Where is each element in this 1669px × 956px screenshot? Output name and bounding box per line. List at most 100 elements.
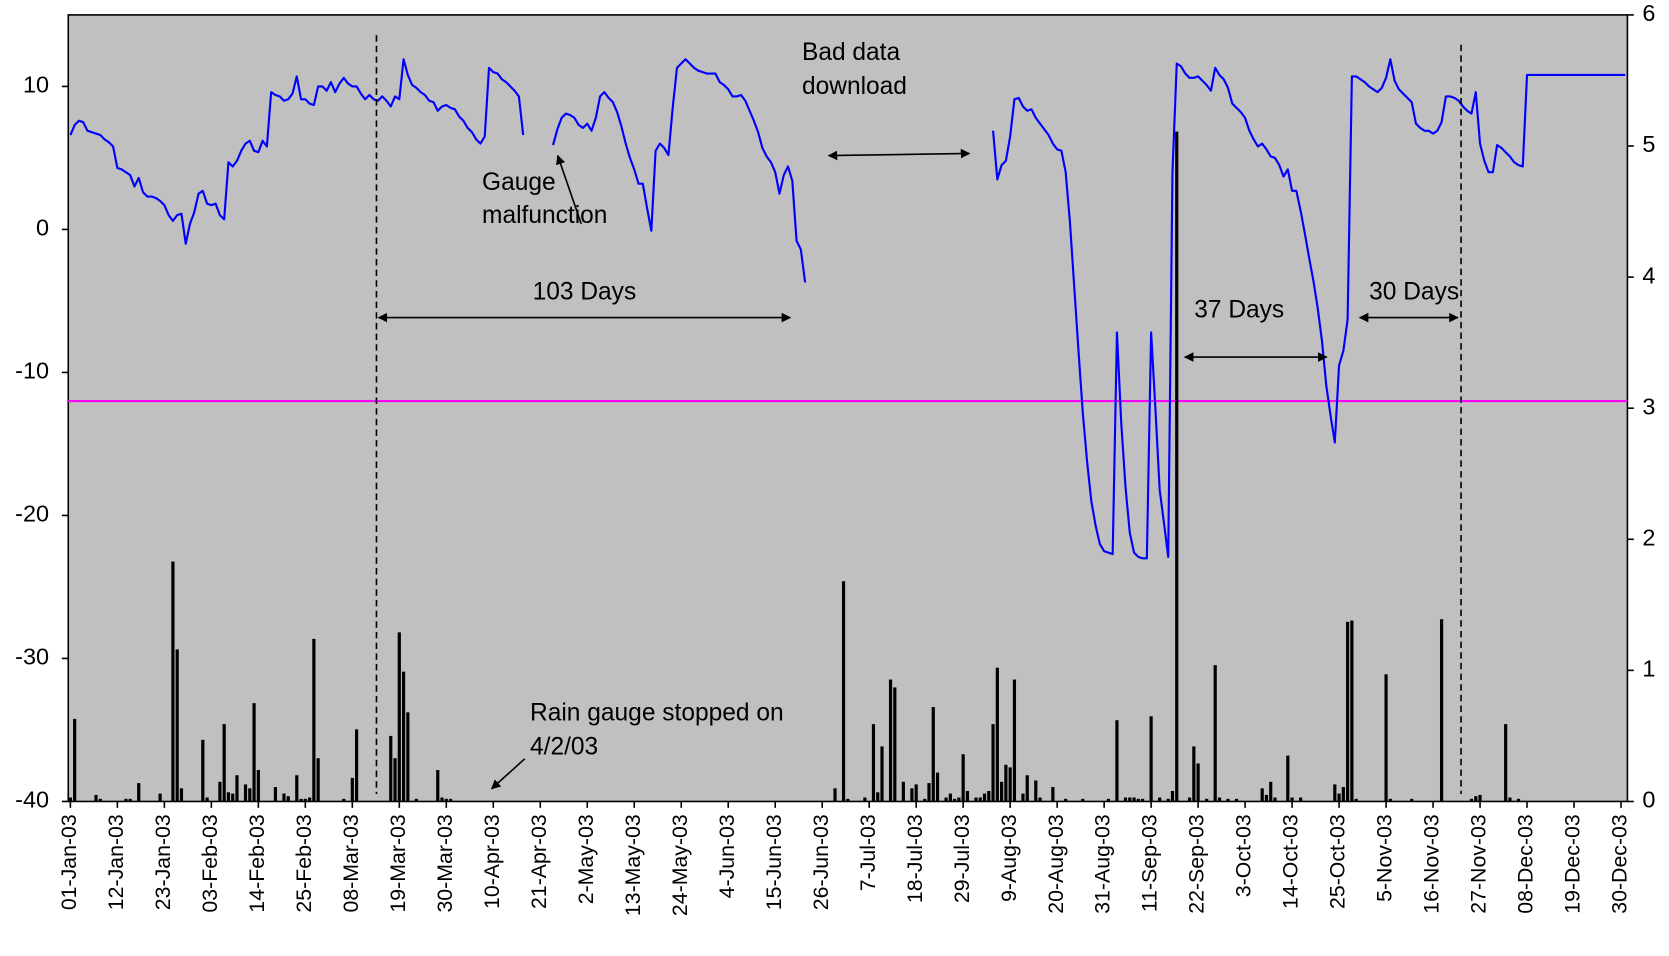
annotations: Bad data download Gauge malfunction 103 … (375, 35, 1462, 795)
bar (128, 798, 132, 802)
bar (1269, 781, 1273, 802)
marks (68, 58, 1628, 802)
bar (863, 797, 867, 802)
bar (1038, 797, 1042, 802)
bar (910, 788, 914, 802)
x-tick-label: 08-Dec-03 (1514, 814, 1538, 913)
annotation: Rain gauge stopped on (530, 700, 784, 727)
bar (1478, 794, 1482, 802)
bar (1064, 798, 1068, 802)
x-tick-label: 4-Jun-03 (715, 814, 739, 898)
x-tick-label: 12-Jan-03 (104, 814, 128, 910)
x-tick-label: 19-Mar-03 (386, 814, 410, 912)
bar (1166, 798, 1170, 802)
annotation: Gauge (482, 169, 556, 196)
x-tick-label: 19-Dec-03 (1561, 814, 1585, 913)
x-tick-label: 7-Jul-03 (856, 814, 880, 891)
bar (978, 797, 982, 802)
x-tick-label: 11-Sep-03 (1138, 814, 1162, 912)
x-tick-label: 15-Jun-03 (762, 814, 786, 910)
x-tick-label: 24-May-03 (668, 814, 692, 916)
bar (201, 739, 205, 802)
bar (205, 797, 209, 802)
x-tick-label: 14-Feb-03 (245, 814, 269, 912)
bar (308, 797, 312, 802)
bar (389, 735, 393, 802)
bar (1008, 767, 1012, 802)
bar (414, 798, 418, 802)
bar (316, 758, 320, 802)
bar (1354, 798, 1358, 802)
bar (137, 783, 141, 802)
bar (1175, 131, 1179, 802)
annotation: malfunction (482, 202, 607, 229)
bar (1504, 724, 1508, 802)
bar (406, 712, 410, 802)
x-tick-label: 01-Jan-03 (57, 814, 81, 910)
bar (448, 798, 453, 802)
x-tick-label: 27-Nov-03 (1467, 814, 1491, 913)
bar (1149, 716, 1153, 802)
bar (961, 754, 965, 802)
bar (94, 794, 98, 802)
bar (401, 671, 406, 802)
bar (1290, 797, 1294, 802)
x-tick-label: 13-May-03 (621, 814, 645, 916)
bar (312, 638, 316, 802)
bar (987, 790, 991, 802)
bar (1226, 798, 1230, 802)
bar (444, 798, 448, 802)
bar (1140, 798, 1145, 802)
bar (1012, 679, 1017, 802)
bar (1004, 764, 1008, 802)
x-tick-label: 25-Feb-03 (292, 814, 316, 912)
bar (1333, 784, 1337, 802)
x-tick-label: 03-Feb-03 (198, 814, 222, 912)
bar (1051, 787, 1055, 802)
bar (931, 707, 935, 802)
bar (179, 788, 184, 802)
bar (1205, 798, 1209, 802)
bar (953, 798, 957, 802)
bar (1388, 798, 1392, 802)
x-tick-label: 14-Oct-03 (1279, 814, 1303, 909)
plot-area (67, 14, 1629, 803)
bar (1128, 797, 1132, 802)
bar (1234, 798, 1239, 802)
x-tick-label: 30-Dec-03 (1608, 814, 1632, 913)
bar (1264, 794, 1269, 802)
annotation: 37 Days (1194, 297, 1284, 324)
bar (876, 792, 880, 802)
bar (1021, 793, 1025, 802)
bar (841, 581, 846, 802)
bar (436, 770, 440, 802)
y-tick-label: -10 (15, 358, 49, 384)
y2-tick-label: 1 (1642, 656, 1655, 682)
bar (1384, 674, 1388, 802)
bar (1170, 790, 1175, 802)
bar (982, 793, 987, 802)
x-tick-label: 5-Nov-03 (1373, 814, 1397, 902)
bar (1474, 796, 1478, 802)
y-tick-label: 10 (23, 72, 49, 98)
bar (171, 561, 175, 802)
bar (235, 775, 239, 802)
x-tick-label: 10-Apr-03 (480, 814, 504, 909)
y2-tick-label: 4 (1642, 262, 1655, 288)
arrow (490, 758, 526, 790)
bar (1346, 621, 1350, 802)
x-tick-label: 16-Nov-03 (1420, 814, 1444, 913)
annotation: 30 Days (1369, 279, 1459, 306)
bar (880, 746, 884, 802)
bar (231, 793, 235, 802)
annotation: Bad data (802, 39, 901, 66)
bar (1341, 787, 1345, 802)
bar (1034, 780, 1038, 802)
bar (1123, 797, 1128, 802)
x-tick-label: 29-Jul-03 (950, 814, 974, 903)
x-tick-label: 23-Jan-03 (151, 814, 175, 910)
bar (1439, 619, 1444, 802)
bar (273, 787, 278, 802)
bar (1286, 755, 1290, 802)
